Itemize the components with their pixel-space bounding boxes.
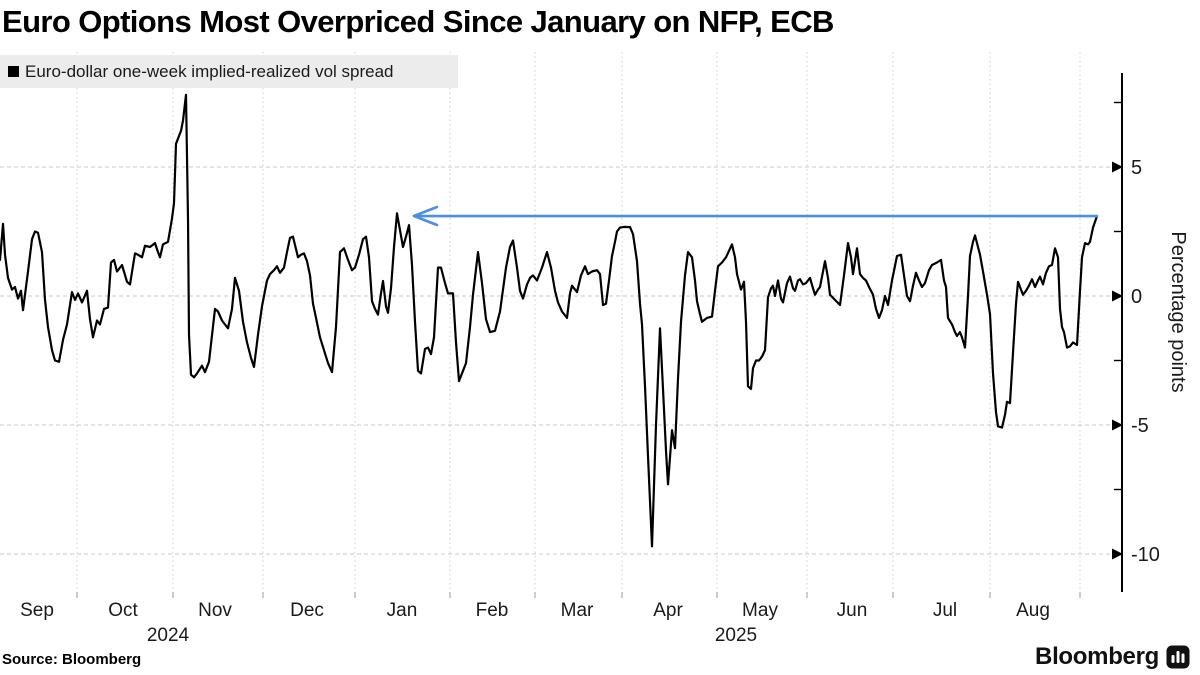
svg-text:Feb: Feb — [476, 600, 509, 621]
svg-text:May: May — [742, 600, 778, 621]
y-axis-title: Percentage points — [1167, 231, 1189, 392]
source-text: Source: Bloomberg — [2, 651, 142, 668]
svg-text:Sep: Sep — [20, 600, 54, 621]
svg-text:Aug: Aug — [1016, 600, 1050, 621]
legend: Euro-dollar one-week implied-realized vo… — [0, 55, 458, 88]
svg-text:Jul: Jul — [933, 600, 957, 621]
y-axis: 5 0 -5 -10 Percentage points — [1112, 73, 1189, 592]
svg-text:Mar: Mar — [561, 600, 594, 621]
svg-text:Oct: Oct — [108, 600, 138, 621]
svg-text:5: 5 — [1131, 157, 1142, 179]
svg-text:2024: 2024 — [147, 625, 190, 646]
svg-text:Apr: Apr — [653, 600, 683, 621]
svg-text:Dec: Dec — [290, 600, 324, 621]
svg-text:Nov: Nov — [198, 600, 232, 621]
reference-arrow — [412, 205, 1099, 227]
svg-text:-10: -10 — [1131, 544, 1160, 566]
gridlines — [0, 52, 1122, 592]
bloomberg-terminal-icon — [1166, 645, 1190, 669]
svg-text:-5: -5 — [1131, 415, 1149, 437]
legend-swatch-icon — [8, 66, 19, 77]
svg-text:Jan: Jan — [387, 600, 418, 621]
legend-label: Euro-dollar one-week implied-realized vo… — [25, 61, 394, 81]
svg-text:0: 0 — [1131, 286, 1142, 308]
bloomberg-wordmark: Bloomberg — [1035, 643, 1159, 670]
x-axis: Sep Oct Nov Dec Jan Feb Mar Apr May Jun Jul Aug 2024… — [20, 592, 1081, 646]
svg-text:Jun: Jun — [837, 600, 868, 621]
bloomberg-logo: Bloomberg — [1035, 643, 1190, 671]
svg-text:2025: 2025 — [715, 625, 757, 646]
vol-spread-line — [0, 93, 1099, 548]
chart-title: Euro Options Most Overpriced Since Janua… — [2, 4, 834, 39]
